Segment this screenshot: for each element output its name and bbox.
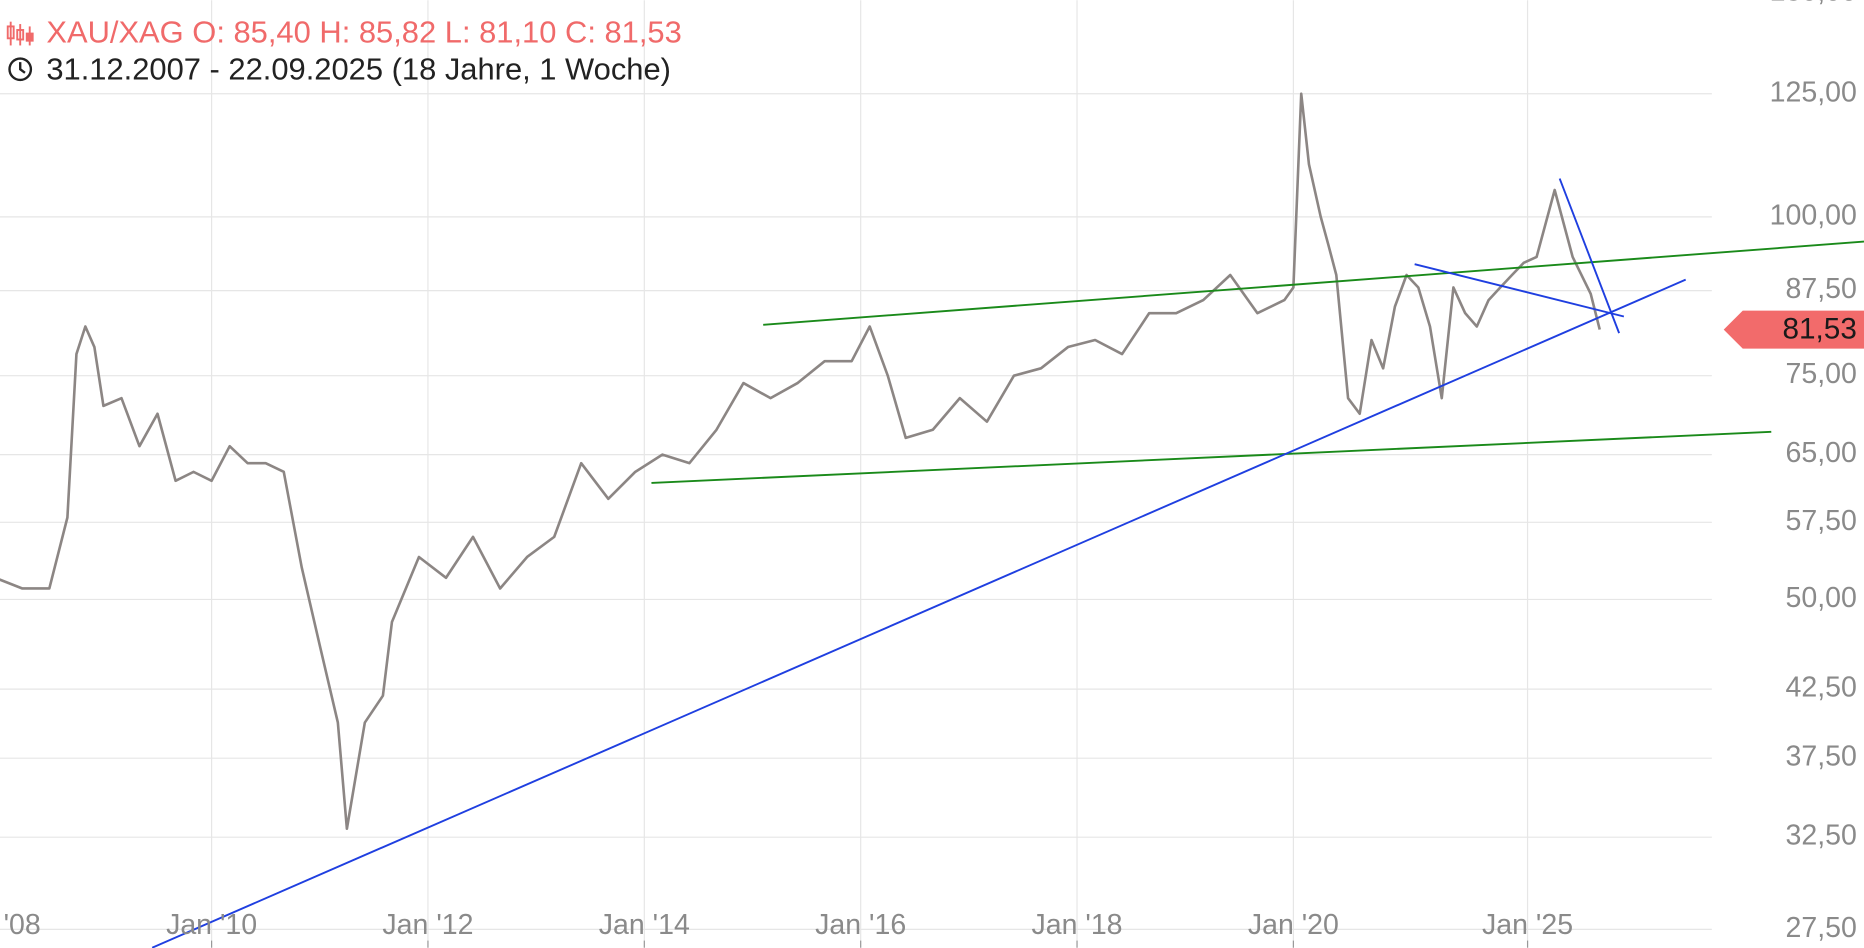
- y-tick-label: 50,00: [1786, 582, 1857, 614]
- y-tick-label: 100,00: [1770, 199, 1857, 231]
- y-tick-label: 57,50: [1786, 505, 1857, 537]
- quote: O: 85,40: [192, 15, 311, 50]
- trend-lines: [151, 178, 1864, 948]
- trend-line: [651, 430, 1772, 484]
- trend-line: [151, 278, 1687, 948]
- trend-line: [763, 240, 1864, 326]
- x-tick-label: Jan '18: [1031, 909, 1122, 941]
- y-tick-label: 125,00: [1770, 76, 1857, 108]
- header: XAU/XAG O: 85,40 H: 85,82 L: 81,10 C: 81…: [6, 15, 682, 87]
- quote: L: 81,10: [445, 15, 557, 50]
- last-price-label: 81,53: [1783, 313, 1857, 346]
- date-range: 31.12.2007 - 22.09.2025: [46, 52, 383, 87]
- y-tick-label: 37,50: [1786, 741, 1857, 773]
- price-line: [0, 92, 1602, 831]
- trend-line: [1414, 263, 1625, 318]
- x-tick-label: Jan '12: [382, 909, 473, 941]
- x-tick-label: Jan '10: [166, 909, 257, 941]
- quote: C: 81,53: [565, 15, 682, 50]
- y-tick-label: 75,00: [1786, 358, 1857, 390]
- symbol: XAU/XAG: [46, 15, 183, 50]
- grid: [0, 0, 1712, 948]
- header-range: 31.12.2007 - 22.09.2025 (18 Jahre, 1 Woc…: [46, 52, 671, 87]
- x-tick-label: Jan '25: [1482, 909, 1573, 941]
- clock-icon: [8, 57, 33, 82]
- last-price-badge: [1723, 310, 1864, 349]
- y-tick-label: 150,00: [1770, 0, 1857, 8]
- y-tick-label: 32,50: [1786, 820, 1857, 852]
- duration: (18 Jahre, 1 Woche): [392, 52, 671, 87]
- quote: H: 85,82: [319, 15, 436, 50]
- header-quote: XAU/XAG O: 85,40 H: 85,82 L: 81,10 C: 81…: [46, 15, 681, 50]
- y-tick-label: 42,50: [1786, 672, 1857, 704]
- y-tick-label: 65,00: [1786, 437, 1857, 469]
- candle-icon: [6, 21, 34, 46]
- x-tick-label: Jan '16: [815, 909, 906, 941]
- x-tick-label: Jan '20: [1248, 909, 1339, 941]
- y-tick-label: 87,50: [1786, 273, 1857, 305]
- x-tick-label: Jan '08: [0, 909, 41, 941]
- trend-line: [1558, 178, 1620, 334]
- plot: [0, 92, 1602, 831]
- y-tick-label: 27,50: [1786, 912, 1857, 944]
- x-tick-label: Jan '14: [599, 909, 690, 941]
